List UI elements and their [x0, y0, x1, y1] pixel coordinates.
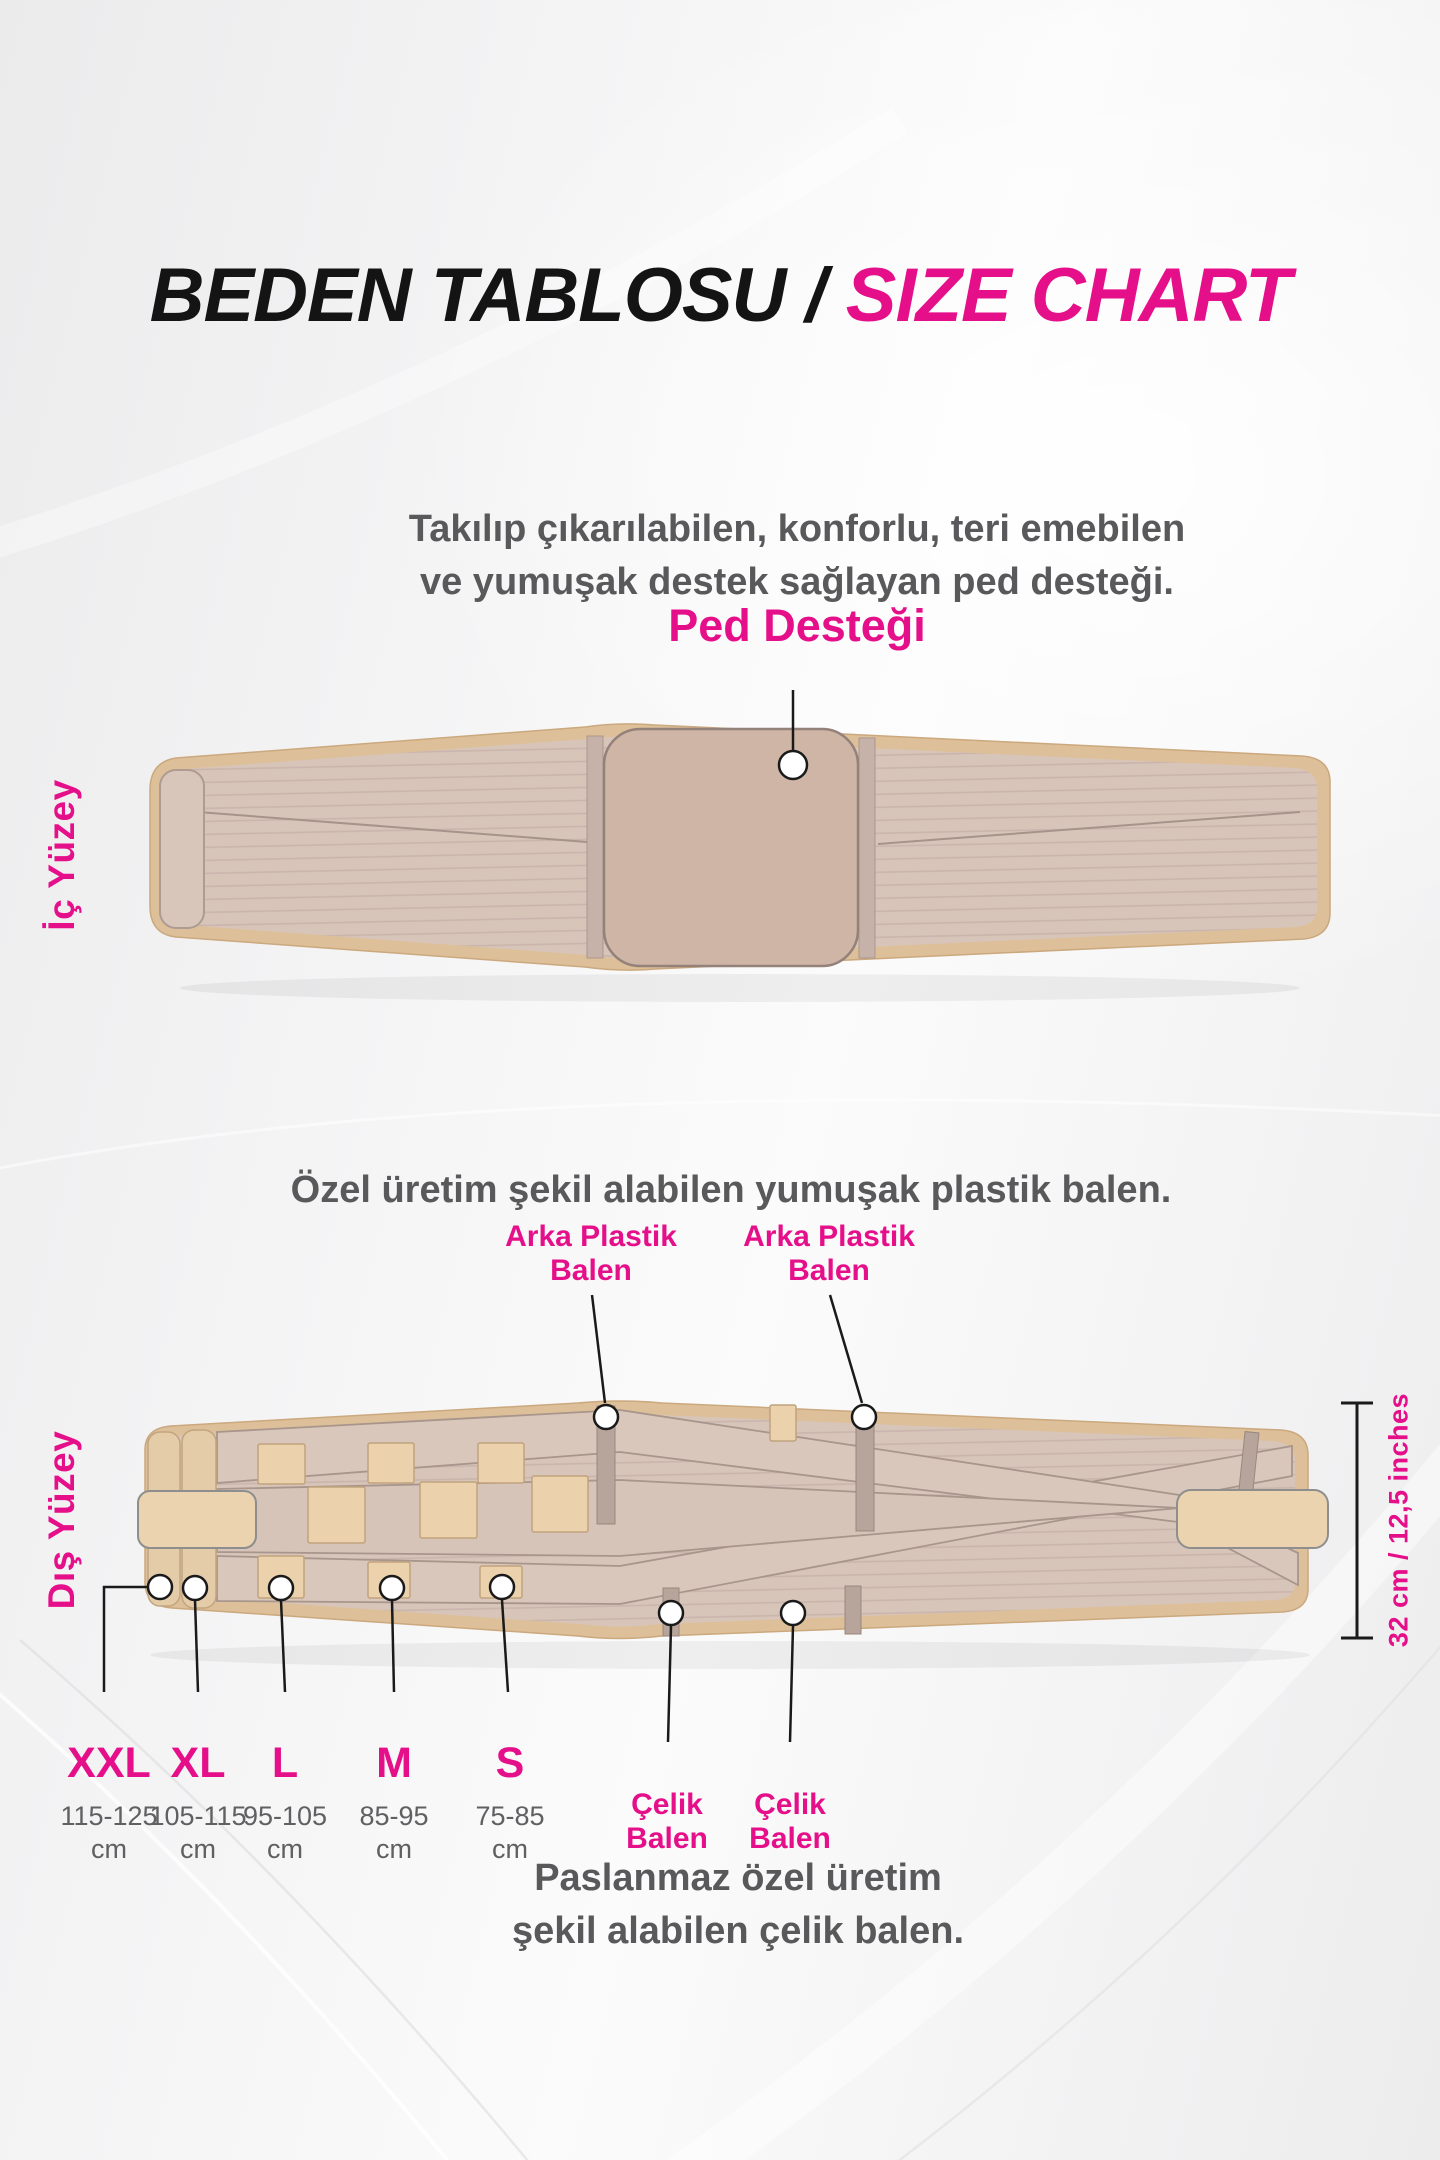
size-range-value: 105-115: [149, 1801, 247, 1831]
size-label: S: [495, 1739, 525, 1787]
size-range: 95-105 cm: [243, 1800, 327, 1866]
steel-description-line2: şekil alabilen çelik balen.: [511, 1910, 965, 1953]
steel-balen-callouts: [666, 1625, 795, 1743]
size-range-unit: cm: [180, 1833, 216, 1864]
steel-description: Paslanmaz özel üretim şekil alabilen çel…: [512, 1852, 964, 1958]
measurement-bracket: [1341, 1401, 1373, 1640]
size-range: 85-95 cm: [359, 1800, 428, 1866]
belt1-pad: [602, 727, 860, 968]
size-range-value: 75-85: [475, 1801, 545, 1831]
page-title-black: BEDEN TABLOSU /: [149, 253, 827, 338]
belt-inner-illustration: [149, 723, 1331, 1002]
ped-marker-dot: [777, 749, 809, 781]
belt1-left-cap: [159, 769, 205, 929]
size-range-value: 115-125: [60, 1801, 158, 1831]
size-range-unit: cm: [91, 1833, 127, 1864]
steel-description-line1: Paslanmaz özel üretim: [534, 1857, 942, 1899]
size-label: L: [271, 1739, 299, 1787]
size-range-unit: cm: [492, 1833, 528, 1864]
background-swoosh-lines: [0, 107, 1440, 2160]
size-range: 75-85 cm: [475, 1800, 544, 1866]
page-title-pink: SIZE CHART: [845, 253, 1292, 338]
inner-description-line1: Takılıp çıkarılabilen, konforlu, teri em…: [408, 508, 1186, 550]
steel-balen-marker-left: [657, 1599, 685, 1627]
size-range-unit: cm: [266, 1833, 303, 1864]
plastic-balen-label-left: Arka Plastik Balen: [505, 1220, 677, 1288]
inner-description: Takılıp çıkarılabilen, konforlu, teri em…: [409, 503, 1185, 609]
plastic-balen-label-right-line2: Balen: [788, 1254, 870, 1288]
steel-balen-marker-right: [779, 1599, 807, 1627]
size-marker-dots: [146, 1573, 516, 1602]
steel-balen-label-right: Çelik Balen: [749, 1788, 831, 1856]
steel-balen-label-left: Çelik Balen: [626, 1788, 708, 1856]
size-column-xxl: XXL 115-125 cm: [60, 1742, 157, 1866]
plastic-balen-marker-left: [592, 1403, 620, 1431]
measurement-label: 32 cm / 12,5 inches: [1383, 1392, 1414, 1648]
size-range: 115-125 cm: [60, 1800, 157, 1866]
size-range: 105-115 cm: [149, 1800, 246, 1866]
inner-description-line2: ve yumuşak destek sağlayan ped desteği.: [419, 561, 1174, 604]
plastic-balen-label-left-line1: Arka Plastik: [505, 1220, 677, 1253]
belt2-left-tab: [137, 1490, 257, 1549]
size-callout-lines: [102, 1585, 510, 1693]
size-column-l: L 95-105 cm: [243, 1742, 327, 1866]
plastic-balen-callouts: [590, 1294, 864, 1404]
page-title: BEDEN TABLOSU / SIZE CHART: [149, 252, 1292, 339]
outer-description: Özel üretim şekil alabilen yumuşak plast…: [290, 1169, 1172, 1211]
inner-surface-side-label: İç Yüzey: [41, 779, 82, 931]
size-label: XL: [170, 1739, 226, 1787]
ped-callout: [777, 690, 809, 781]
size-range-unit: cm: [376, 1833, 412, 1864]
steel-balen-label-left-line2: Balen: [626, 1822, 708, 1856]
size-range-value: 85-95: [359, 1801, 429, 1831]
ped-destegi-label: Ped Desteği: [668, 600, 926, 651]
size-column-m: M 85-95 cm: [359, 1742, 428, 1866]
size-column-s: S 75-85 cm: [475, 1742, 544, 1866]
outer-surface-side-label: Dış Yüzey: [41, 1430, 82, 1610]
plastic-balen-label-right: Arka Plastik Balen: [743, 1220, 915, 1288]
steel-balen-label-right-line1: Çelik: [754, 1788, 826, 1821]
belt2-right-tab: [1176, 1489, 1329, 1549]
steel-balen-label-right-line2: Balen: [749, 1822, 831, 1856]
size-column-xl: XL 105-115 cm: [149, 1742, 246, 1866]
steel-balen-label-left-line1: Çelik: [631, 1788, 703, 1821]
size-label: XXL: [67, 1739, 151, 1787]
size-label: M: [376, 1739, 412, 1787]
plastic-balen-marker-right: [850, 1403, 878, 1431]
plastic-balen-label-right-line1: Arka Plastik: [743, 1220, 915, 1253]
size-range-value: 95-105: [242, 1801, 328, 1831]
plastic-balen-label-left-line2: Balen: [550, 1254, 632, 1288]
belt-outer-illustration: [137, 1400, 1329, 1669]
